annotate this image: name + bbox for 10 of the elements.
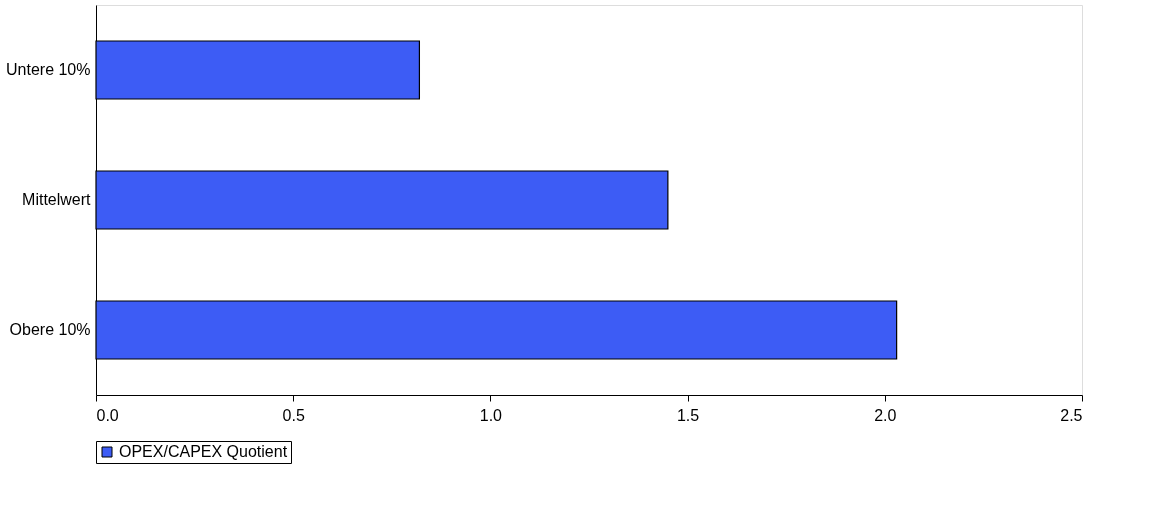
- legend-label: OPEX/CAPEX Quotient: [119, 443, 288, 460]
- x-tick-label: 2.5: [1060, 406, 1083, 424]
- x-tick-label: 1.0: [479, 406, 503, 424]
- y-tick-label: Obere 10%: [9, 321, 91, 338]
- y-tick-label: Untere 10%: [6, 61, 91, 78]
- x-tick-label: 1.5: [676, 406, 700, 424]
- x-tick-label: 0.5: [282, 406, 305, 424]
- x-tick-label: 0.0: [96, 406, 119, 424]
- y-tick-label: Mittelwert: [22, 191, 92, 208]
- x-tick-label: 2.0: [874, 406, 897, 424]
